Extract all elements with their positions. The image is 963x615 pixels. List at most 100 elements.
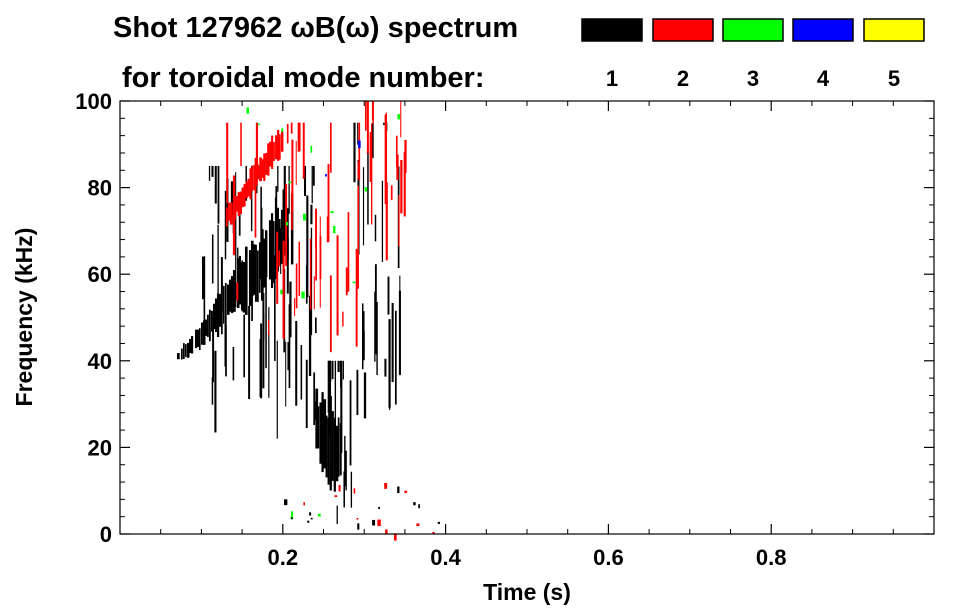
mode-3-mark [301,291,305,299]
mode-2-mark [400,159,403,214]
mode-1-mark [228,279,232,312]
spectrum-marks [176,101,440,541]
mode-1-mark [260,186,262,280]
mode-2-mark [366,101,369,154]
mode-2-mark [394,533,397,541]
mode-1-mark [248,305,251,400]
mode-2-mark [269,141,273,167]
mode-1-mark [188,338,192,354]
mode-2-mark [235,196,239,212]
x-tick-label: 0.4 [430,545,461,570]
mode-1-mark [310,517,313,520]
mode-1-mark [304,165,307,196]
mode-1-mark [274,255,276,361]
mode-1-mark [214,165,217,204]
mode-3-mark [317,513,321,517]
mode-2-mark [268,319,270,336]
mode-1-mark [363,372,367,419]
mode-2-mark [377,519,381,527]
mode-1-mark [201,256,205,300]
legend-label-4: 4 [817,66,830,91]
mode-1-mark [343,471,345,508]
mode-1-mark [363,330,365,361]
mode-1-mark [321,392,324,473]
legend-label-5: 5 [888,66,900,91]
plot-frame [119,100,935,535]
mode-3-mark [246,107,250,114]
mode-1-mark [211,377,214,405]
mode-1-mark [331,360,334,380]
mode-1-mark [224,283,227,328]
mode-1-mark [214,350,217,433]
mode-1-mark [198,328,201,350]
mode-2-mark [416,523,420,527]
mode-1-mark [202,320,206,345]
mode-2-mark [249,168,252,200]
mode-1-mark [344,435,346,486]
mode-1-mark [309,512,312,516]
legend-swatch-2 [652,18,714,42]
mode-1-mark [290,517,293,520]
mode-2-mark [369,132,373,182]
mode-1-mark [371,122,374,159]
mode-2-mark [278,134,281,160]
mode-2-mark [239,191,243,215]
mode-1-mark [367,141,369,225]
mode-1-mark [238,255,241,305]
mode-1-mark [204,319,208,336]
mode-2-mark [226,122,228,177]
mode-2-mark [345,267,348,296]
chart-title-line1: Shot 127962 ωB(ω) spectrum [113,12,518,44]
mode-2-mark [278,250,280,267]
mode-1-mark [277,165,279,192]
y-tick-label: 100 [75,89,112,114]
mode-1-mark [384,358,387,377]
mode-2-mark [342,311,344,327]
mode-1-mark [288,304,291,388]
mode-1-mark [244,246,248,315]
mode-2-mark [336,235,339,336]
mode-1-mark [251,254,253,321]
mode-2-mark [329,275,332,353]
mode-1-mark [437,521,440,524]
mode-1-mark [306,195,309,298]
mode-1-mark [353,122,356,183]
mode-1-mark [337,360,340,373]
mode-1-mark [340,360,342,388]
mode-1-mark [212,326,215,383]
mode-1-mark [238,199,241,236]
mode-3-mark [291,511,294,519]
mode-3-mark [364,187,368,192]
mode-1-mark [286,208,289,260]
mode-1-mark [278,218,281,266]
mode-2-mark [237,192,241,217]
mode-1-mark [335,425,339,482]
mode-1-mark [315,388,319,449]
mode-1-mark [282,203,286,256]
mode-2-mark [243,183,246,207]
mode-2-mark [371,101,374,121]
mode-2-mark [276,231,279,304]
mode-1-mark [230,276,234,314]
mode-1-mark [295,320,298,406]
mode-2-mark [357,185,359,289]
mode-2-mark [385,529,388,534]
mode-2-mark [257,164,260,180]
mode-2-mark [295,263,298,309]
mode-1-mark [265,265,267,369]
mode-1-mark [350,471,353,508]
mode-1-mark [218,293,222,327]
mode-2-mark [404,140,407,173]
mode-1-mark [319,402,323,464]
mode-1-mark [217,224,219,324]
mode-1-mark [272,221,275,284]
mode-2-mark [236,282,239,301]
mode-2-mark [356,518,359,520]
mode-1-mark [190,336,194,354]
x-tick-label: 0.2 [268,545,299,570]
x-tick-label: 0.8 [756,545,787,570]
mode-2-mark [395,135,398,167]
mode-1-mark [220,257,223,312]
mode-2-mark [265,152,268,175]
